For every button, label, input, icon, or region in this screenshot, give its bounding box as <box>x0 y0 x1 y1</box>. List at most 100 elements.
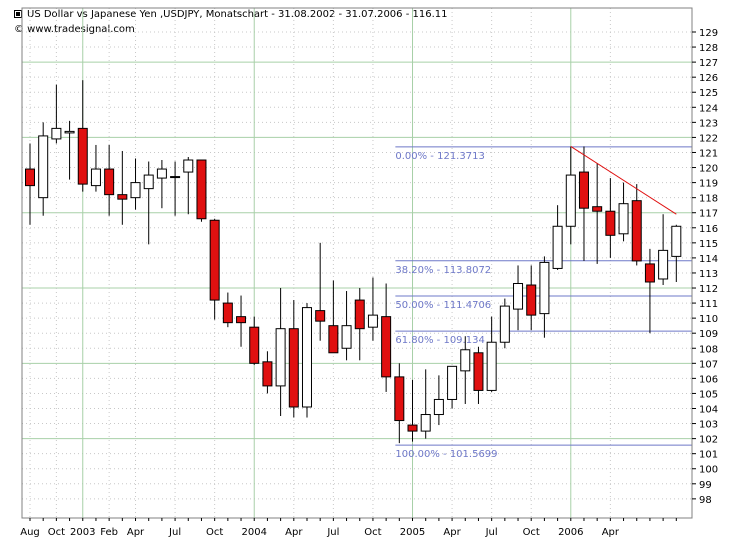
y-tick-label: 105 <box>699 389 718 400</box>
candle-down <box>209 219 220 301</box>
fibonacci-levels: 0.00% - 121.3713 38.20% - 113.8072 50.00% … <box>395 146 692 460</box>
trend-line-segment <box>570 146 677 215</box>
candle-up <box>618 203 629 235</box>
fib-level-label: 100.00% - 101.5699 <box>395 449 497 460</box>
fib-level-label: 0.00% - 121.3713 <box>395 151 484 162</box>
candle-down <box>381 316 392 378</box>
y-tick-label: 119 <box>699 179 718 190</box>
candle-up <box>90 168 101 187</box>
candle-down <box>631 200 642 262</box>
candle-up <box>552 225 563 269</box>
candle-up <box>447 365 458 400</box>
y-tick-label: 122 <box>699 133 718 144</box>
x-tick-label: Jul <box>485 527 498 538</box>
y-tick-label: 124 <box>699 103 718 114</box>
candle-down <box>249 326 260 364</box>
x-tick-label: 2005 <box>400 527 425 538</box>
y-tick-label: 110 <box>699 314 718 325</box>
y-tick-label: 127 <box>699 58 718 69</box>
candle-up <box>51 127 62 140</box>
candle-down <box>394 376 405 422</box>
candle-up <box>433 398 444 416</box>
y-tick-label: 108 <box>699 344 718 355</box>
y-tick-label: 117 <box>699 209 718 220</box>
candle-up <box>275 328 286 387</box>
x-axis: Aug Oct 2003 Feb Apr Jul Oct 2004 Apr Jul Oct 2005 A… <box>20 518 677 538</box>
candle-up <box>513 283 524 310</box>
chart-source: © www.tradesignal.com <box>14 24 135 35</box>
y-tick-label: 113 <box>699 269 718 280</box>
y-tick-label: 107 <box>699 359 718 370</box>
candle-up <box>156 168 167 179</box>
candle-down <box>288 328 299 408</box>
x-tick-label: 2003 <box>70 527 95 538</box>
x-tick-label: Apr <box>443 527 461 538</box>
candle-down <box>196 159 207 220</box>
x-tick-label: Oct <box>523 527 540 538</box>
x-tick-label: Oct <box>364 527 381 538</box>
candle-up <box>539 261 550 315</box>
x-tick-label: Apr <box>602 527 620 538</box>
x-tick-label: Apr <box>127 527 145 538</box>
y-tick-label: 103 <box>699 420 718 431</box>
x-tick-label: Jul <box>326 527 339 538</box>
x-tick-label: Oct <box>206 527 223 538</box>
y-tick-label: 129 <box>699 28 718 39</box>
candle-up <box>499 305 510 343</box>
x-tick-label: 2004 <box>242 527 267 538</box>
y-tick-label: 109 <box>699 329 718 340</box>
x-tick-label: Aug <box>20 527 40 538</box>
candle-up <box>183 159 194 173</box>
y-tick-label: 106 <box>699 374 718 385</box>
candle-down <box>328 325 339 354</box>
candle-up <box>486 341 497 391</box>
fib-level-label: 38.20% - 113.8072 <box>395 265 491 276</box>
candle-up <box>38 135 49 199</box>
candle-up <box>460 349 471 372</box>
chart-title-text: US Dollar vs Japanese Yen ,USDJPY, Monat… <box>27 9 448 20</box>
y-tick-label: 100 <box>699 465 718 476</box>
candle-down <box>644 263 655 283</box>
candle-up <box>420 414 431 432</box>
y-tick-label: 118 <box>699 194 718 205</box>
candle-up <box>341 325 352 349</box>
plot-border <box>21 7 693 519</box>
candle-up <box>301 307 312 408</box>
y-tick-label: 120 <box>699 164 718 175</box>
y-tick-label: 114 <box>699 254 718 265</box>
y-tick-label: 128 <box>699 43 718 54</box>
y-tick-label: 111 <box>699 299 718 310</box>
candle-down <box>526 284 537 316</box>
y-tick-label: 126 <box>699 73 718 84</box>
candle-down <box>222 302 233 324</box>
candle-down <box>605 210 616 236</box>
x-tick-label: Jul <box>168 527 181 538</box>
candle-down <box>407 424 418 432</box>
candle-down <box>354 299 365 330</box>
y-tick-label: 121 <box>699 148 718 159</box>
grid-lines <box>22 8 692 518</box>
candle-down <box>236 316 247 324</box>
y-tick-label: 123 <box>699 118 718 129</box>
x-tick-label: Oct <box>48 527 65 538</box>
candle-up <box>658 249 669 280</box>
candle-down <box>578 171 589 209</box>
candle-down <box>104 168 115 196</box>
fib-level-label: 61.80% - 109.134 <box>395 335 484 346</box>
y-tick-label: 102 <box>699 435 718 446</box>
plot-frame <box>21 7 693 519</box>
candle-up <box>64 130 75 134</box>
candle-down <box>77 127 88 185</box>
x-tick-label: 2006 <box>558 527 583 538</box>
candle-up <box>143 174 154 190</box>
y-tick-label: 99 <box>699 480 712 491</box>
candle-down <box>592 206 603 212</box>
x-tick-label: Feb <box>100 527 118 538</box>
candle-down <box>117 194 128 200</box>
candle-up <box>170 176 181 179</box>
candle-up <box>565 174 576 227</box>
fib-level-label: 50.00% - 111.4706 <box>395 300 491 311</box>
y-tick-label: 104 <box>699 405 718 416</box>
trend-line <box>570 146 677 215</box>
